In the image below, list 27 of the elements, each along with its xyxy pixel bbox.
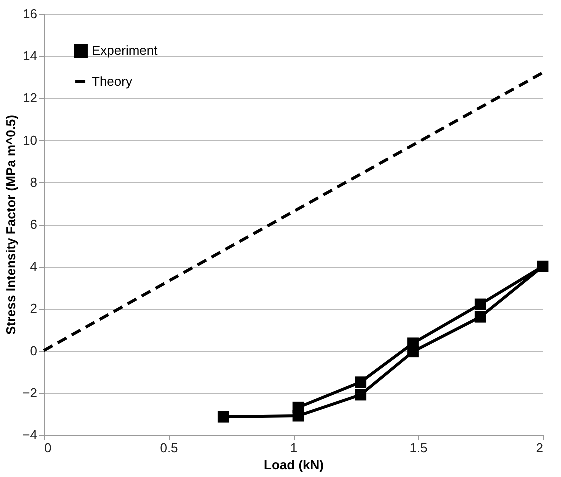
point <box>355 376 367 388</box>
y-tick-label: 14 <box>23 48 38 64</box>
point <box>537 260 549 272</box>
y-tick-label: 12 <box>23 90 38 106</box>
y-tick-label: 4 <box>30 259 38 274</box>
y-tick-label: −2 <box>22 385 38 400</box>
y-tick-label: 10 <box>23 132 38 148</box>
point <box>355 389 367 401</box>
y-tick-label: 0 <box>30 343 38 358</box>
point <box>218 411 230 423</box>
point <box>292 402 304 414</box>
x-tick-label: 1 <box>290 440 298 456</box>
x-tick-label: 0.5 <box>160 440 178 456</box>
legend-label: Experiment <box>92 43 158 58</box>
x-tick-label: 1.5 <box>410 440 428 456</box>
x-axis-title: Load (kN) <box>264 458 324 472</box>
y-tick-label: 6 <box>30 217 38 232</box>
y-tick-label: 8 <box>30 174 38 190</box>
x-tick-label: 2 <box>536 440 544 456</box>
legend-label: Theory <box>92 74 133 89</box>
y-tick-label: 16 <box>23 6 38 22</box>
y-axis-title: Stress Intensity Factor (MPa m^0.5) <box>4 115 19 335</box>
y-tick-label: −4 <box>22 428 38 442</box>
point <box>474 311 486 323</box>
x-tick-label: 0 <box>44 440 52 456</box>
y-tick-label: 2 <box>30 301 38 316</box>
point <box>474 298 486 310</box>
